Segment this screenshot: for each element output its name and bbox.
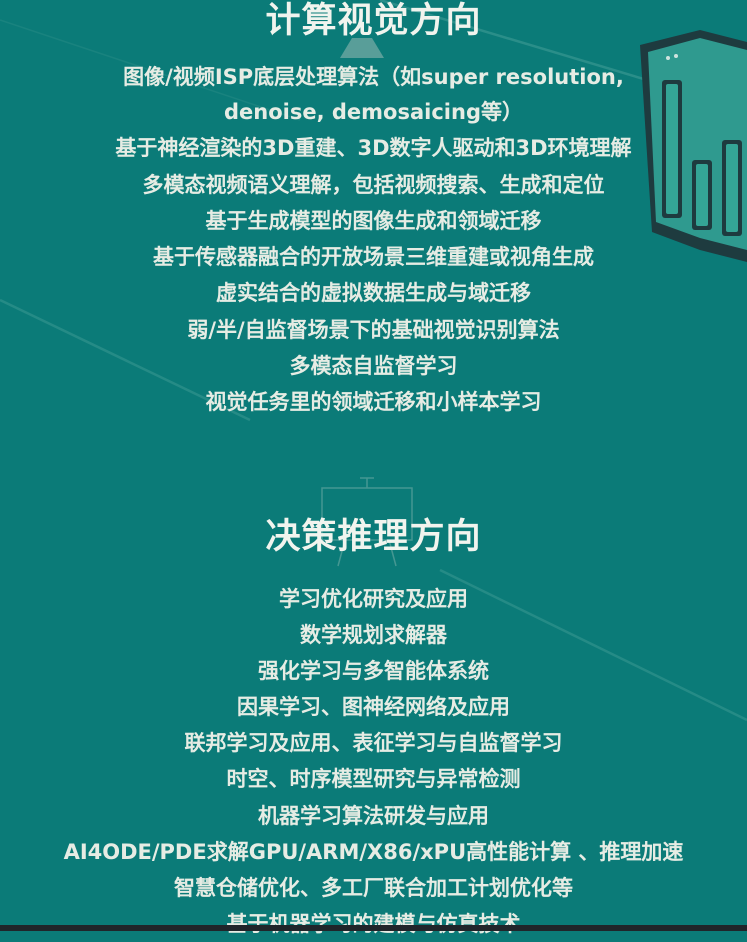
list-item: 图像/视频ISP底层处理算法（如super resolution, <box>123 65 624 89</box>
list-item: denoise, demosaicing等） <box>224 100 523 124</box>
list-item: 基于生成模型的图像生成和领域迁移 <box>205 208 542 233</box>
list-item: 机器学习算法研发与应用 <box>258 803 489 828</box>
list-item: 时空、时序模型研究与异常检测 <box>226 767 521 792</box>
list-item: 弱/半/自监督场景下的基础视觉识别算法 <box>187 317 560 342</box>
list-item: AI4ODE/PDE求解GPU/ARM/X86/xPU高性能计算 、推理加速 <box>63 839 684 864</box>
list-item: 多模态视频语义理解，包括视频搜索、生成和定位 <box>142 172 605 197</box>
bottom-edge-bar <box>0 925 747 931</box>
list-item: 基于传感器融合的开放场景三维重建或视角生成 <box>153 245 594 270</box>
list-item: 学习优化研究及应用 <box>279 587 468 611</box>
list-item: 基于机器学习的建模与仿真技术 <box>226 911 521 936</box>
list-item: 智慧仓储优化、多工厂联合加工计划优化等 <box>174 875 573 900</box>
list-item: 因果学习、图神经网络及应用 <box>237 695 510 720</box>
decision-topic-list: 学习优化研究及应用 数学规划求解器 强化学习与多智能体系统 因果学习、图神经网络… <box>0 581 747 942</box>
list-item: 联邦学习及应用、表征学习与自监督学习 <box>184 731 563 756</box>
vision-topic-list: 图像/视频ISP底层处理算法（如super resolution, denois… <box>0 60 747 421</box>
list-item: 数学规划求解器 <box>300 623 447 648</box>
list-item: 基于神经渲染的3D重建、3D数字人驱动和3D环境理解 <box>115 136 632 161</box>
section-title-vision: 计算视觉方向 <box>265 1 482 41</box>
list-item: 多模态自监督学习 <box>289 354 458 379</box>
list-item: 虚实结合的虚拟数据生成与域迁移 <box>216 281 531 306</box>
section-title-decision: 决策推理方向 <box>265 517 482 557</box>
list-item: 强化学习与多智能体系统 <box>258 659 489 684</box>
list-item: 视觉任务里的领域迁移和小样本学习 <box>205 390 542 415</box>
